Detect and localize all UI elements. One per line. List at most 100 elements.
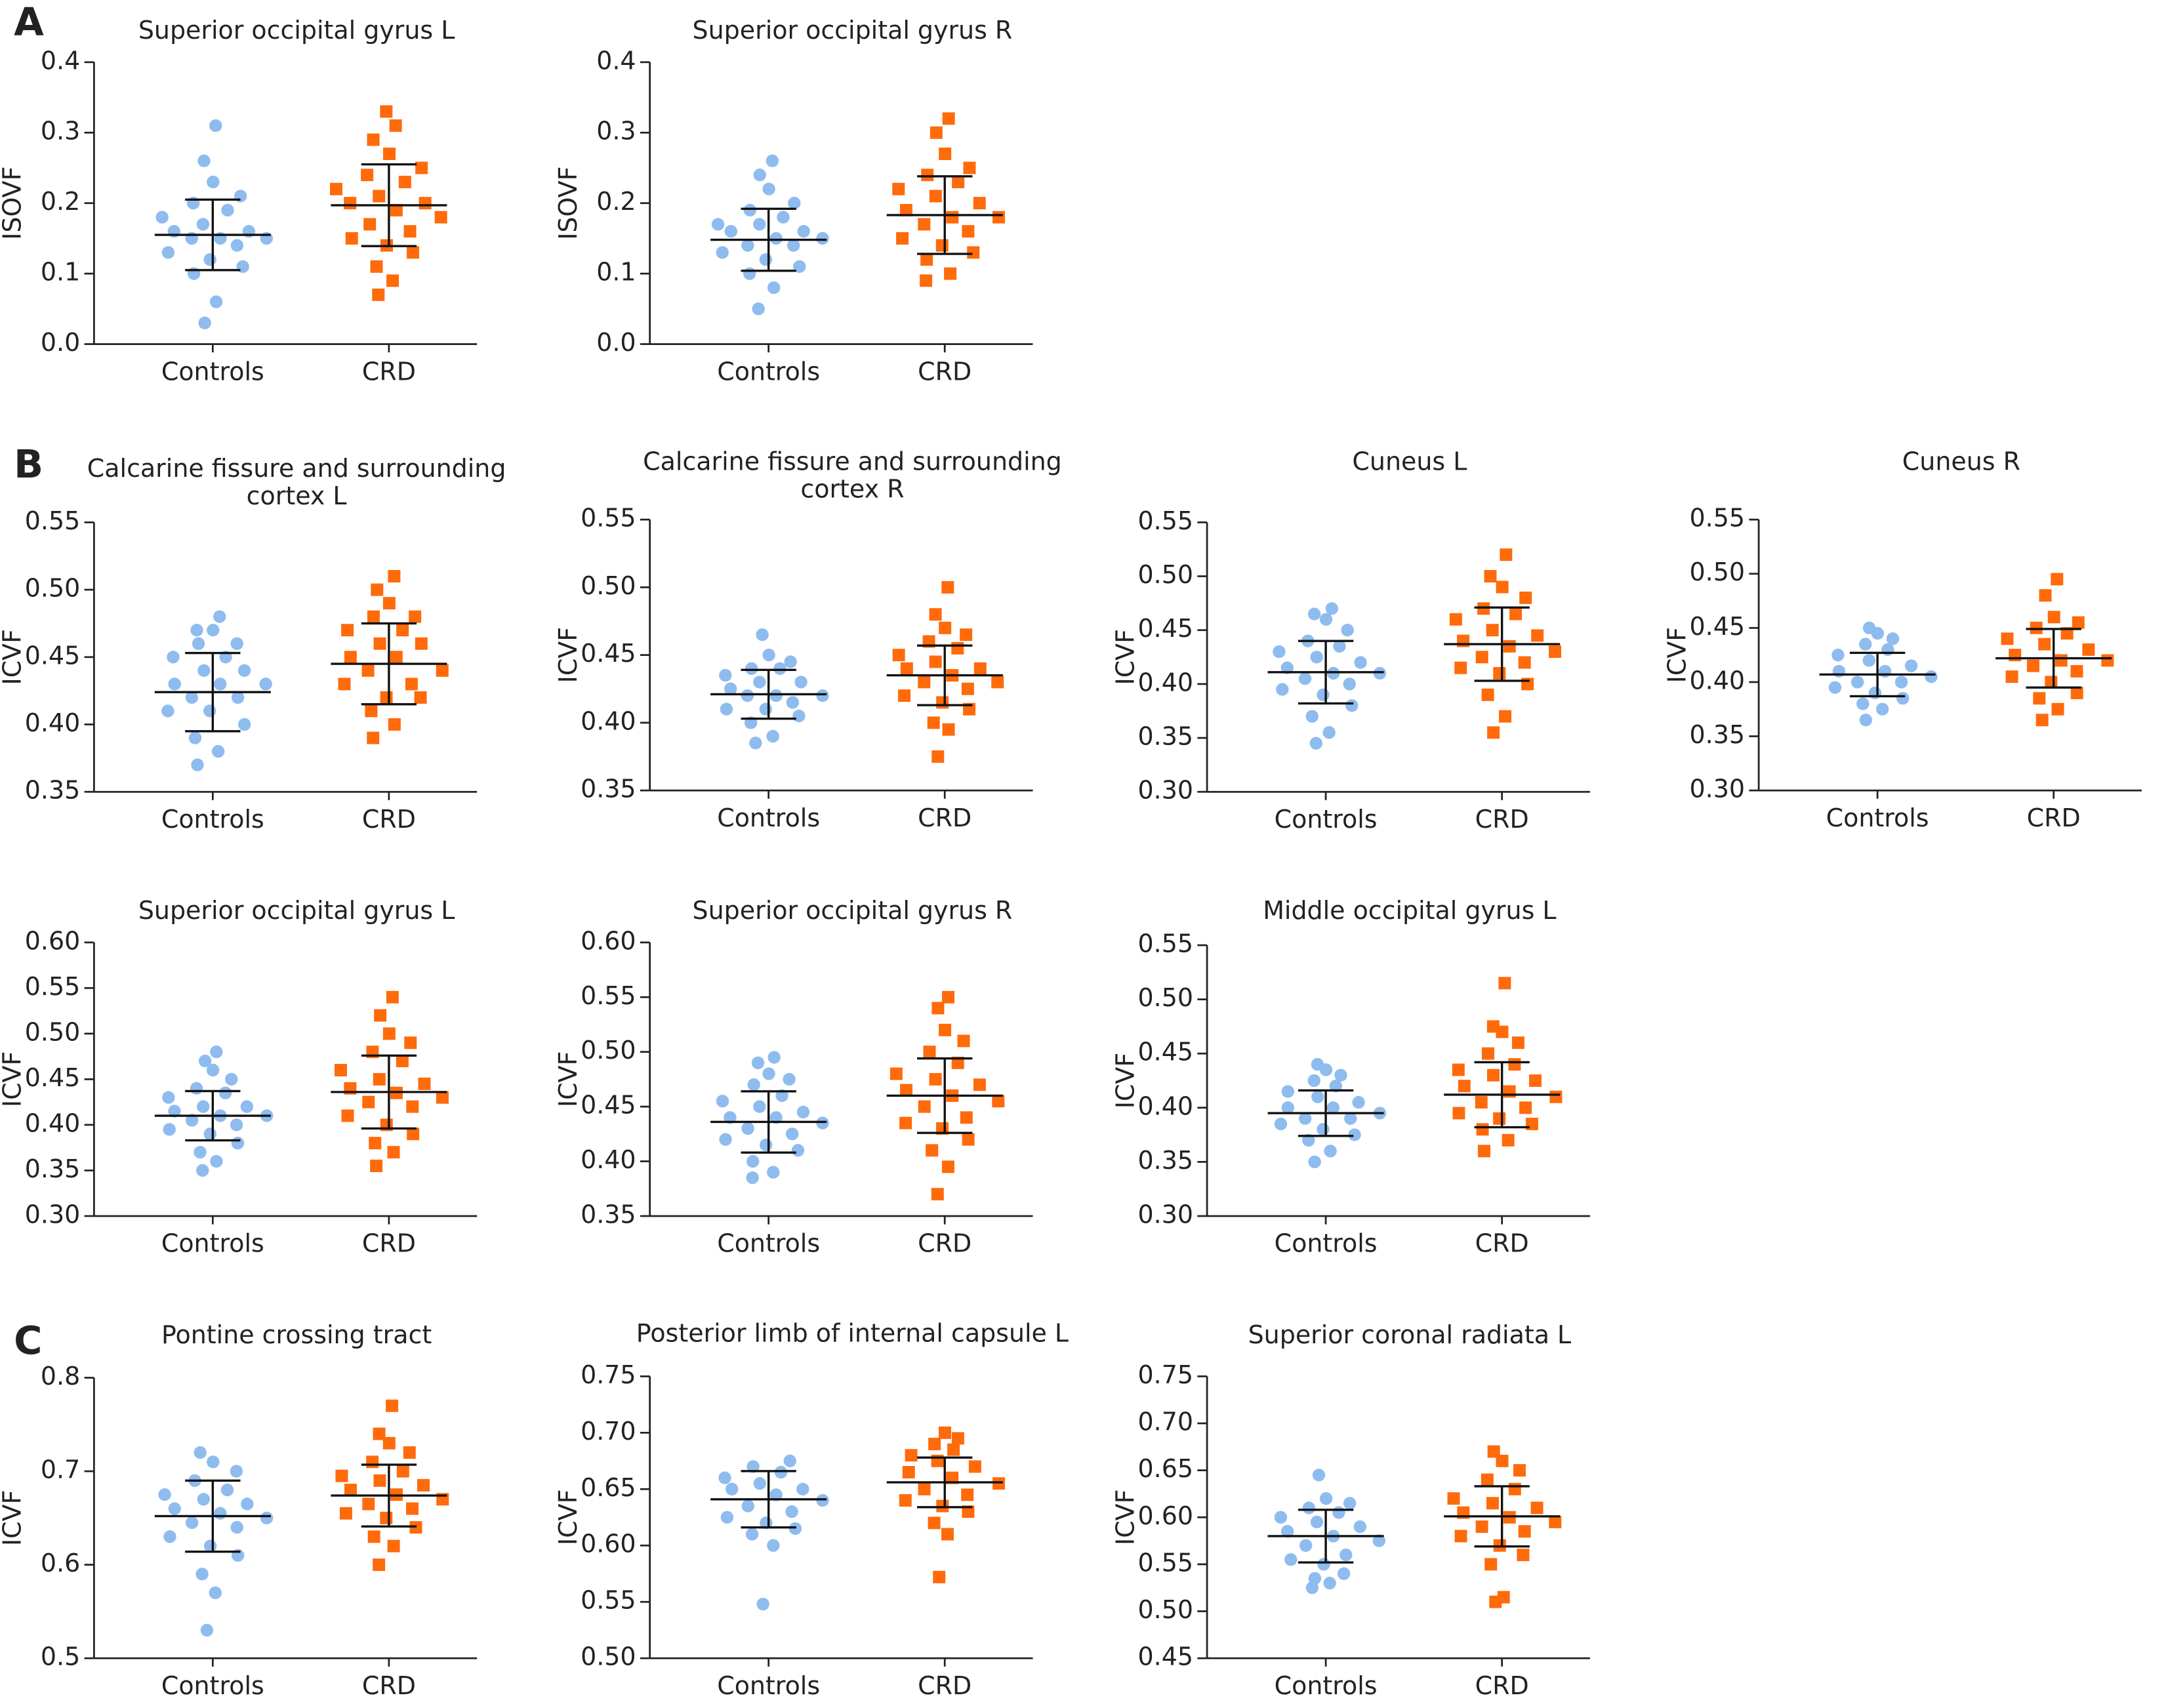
data-point [1496, 580, 1509, 594]
data-point [951, 1432, 964, 1445]
data-point [403, 1446, 416, 1459]
data-point [962, 1505, 975, 1518]
x-tick-label: Controls [717, 1671, 820, 1700]
data-point [1311, 1090, 1324, 1103]
data-point [1276, 683, 1289, 696]
data-point [918, 1100, 931, 1113]
panel-label: B [14, 441, 43, 487]
y-tick-label: 0.40 [1138, 668, 1193, 697]
data-point [759, 702, 772, 716]
x-tick-label: CRD [1475, 1229, 1529, 1258]
data-point [436, 1091, 449, 1104]
data-point [1324, 1145, 1337, 1158]
data-point [920, 274, 933, 287]
data-point [767, 281, 781, 295]
data-point [747, 1460, 760, 1473]
x-tick-label: CRD [362, 805, 416, 834]
data-point [2051, 573, 2064, 586]
data-point [1481, 688, 1494, 701]
y-tick-label: 0.45 [1138, 1038, 1193, 1067]
data-point [759, 1138, 773, 1152]
data-point [362, 1095, 375, 1108]
data-point [1323, 1576, 1336, 1590]
x-tick-label: CRD [362, 1229, 416, 1258]
data-point [718, 1471, 731, 1484]
data-point [720, 702, 733, 716]
data-point [374, 1009, 387, 1022]
data-point [1859, 714, 1873, 727]
data-point [902, 1466, 915, 1478]
data-point [973, 662, 987, 675]
data-point [230, 1118, 243, 1131]
data-point [1896, 691, 1910, 705]
data-point [939, 148, 952, 160]
data-point [344, 651, 357, 664]
y-tick-label: 0.35 [581, 775, 636, 803]
y-axis-label: ICVF [1111, 1490, 1139, 1545]
x-tick-label: Controls [161, 1671, 264, 1700]
data-point [190, 624, 203, 637]
data-point [936, 696, 949, 709]
data-point [957, 1034, 970, 1047]
data-point [167, 651, 180, 664]
data-point [769, 1488, 783, 1501]
data-point [719, 1133, 732, 1146]
data-point [1886, 632, 1900, 645]
data-point [2047, 611, 2060, 624]
data-point [918, 1482, 931, 1495]
data-point [942, 990, 955, 1004]
data-point [944, 267, 957, 280]
data-point [1831, 648, 1845, 662]
chart-title: Cuneus R [1902, 449, 2020, 477]
data-point [777, 211, 790, 224]
data-point [724, 1111, 737, 1124]
data-point [382, 1436, 396, 1450]
x-tick-label: Controls [717, 1229, 820, 1258]
data-point [787, 239, 800, 252]
data-point [367, 133, 380, 146]
chart-title: Superior occipital gyrus L [138, 18, 455, 46]
data-point [928, 1438, 941, 1450]
y-tick-label: 0.60 [581, 926, 636, 955]
data-point [769, 1111, 783, 1124]
data-point [1311, 1058, 1324, 1071]
y-tick-label: 0.35 [1138, 722, 1193, 751]
y-axis-label: ICVF [0, 629, 27, 685]
y-tick-label: 0.2 [596, 187, 636, 216]
data-point [1319, 613, 1333, 626]
chart-title: Superior occipital gyrus R [692, 898, 1013, 926]
data-point [1353, 1520, 1367, 1534]
data-point [207, 624, 220, 637]
data-point [743, 203, 756, 217]
y-tick-label: 0.3 [41, 117, 80, 146]
data-point [1454, 661, 1467, 674]
data-point [344, 1484, 357, 1497]
data-point [769, 689, 783, 702]
data-point [724, 682, 737, 695]
data-point [946, 211, 959, 224]
data-point [163, 1530, 176, 1543]
data-point [398, 175, 411, 188]
data-point [1862, 654, 1875, 667]
data-point [896, 232, 909, 245]
data-point [341, 1109, 354, 1122]
data-point [231, 691, 245, 704]
data-point [1477, 1145, 1490, 1158]
data-point [1325, 602, 1339, 615]
data-point [2039, 589, 2052, 602]
y-axis-label: ICVF [0, 1490, 27, 1546]
data-point [407, 246, 419, 259]
data-point [387, 1146, 400, 1159]
chart-title: Calcarine fissure and surrounding cortex… [643, 449, 1062, 504]
data-point [417, 1478, 430, 1492]
data-point [1487, 726, 1500, 739]
data-point [960, 628, 973, 641]
data-point [339, 1507, 352, 1520]
data-point [209, 1586, 222, 1600]
data-point [329, 182, 342, 195]
data-point [1894, 676, 1908, 689]
data-point [230, 637, 243, 650]
data-point [1348, 1128, 1361, 1141]
chart-title-box: Pontine crossing tract [161, 1322, 432, 1349]
data-point [1878, 664, 1892, 678]
